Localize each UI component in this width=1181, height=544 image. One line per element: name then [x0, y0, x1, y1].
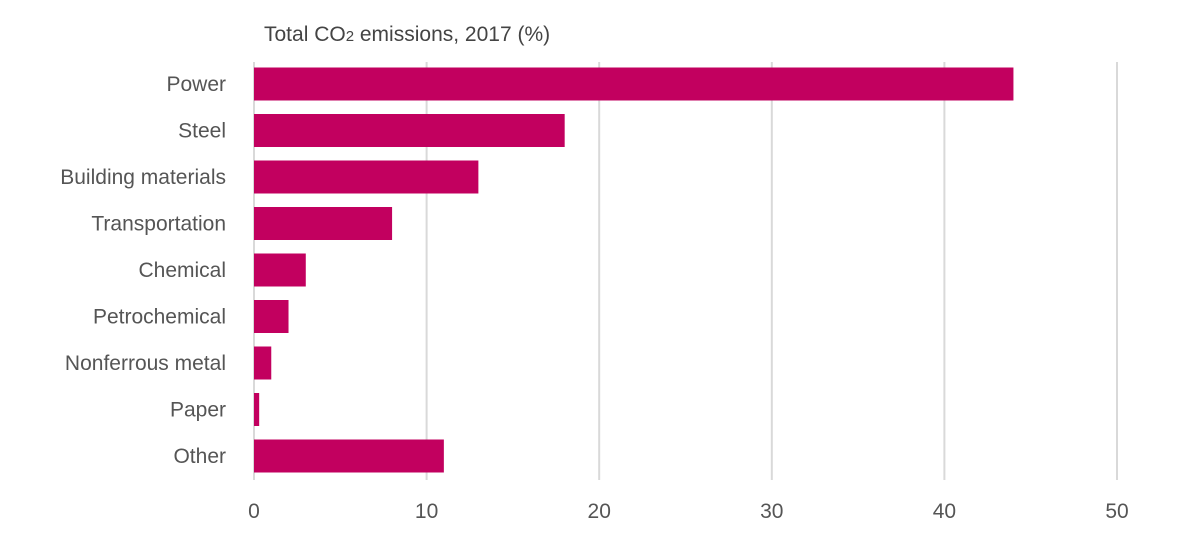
bar: [254, 346, 272, 380]
bar: [254, 160, 479, 194]
chart-title-subscript: 2: [346, 28, 354, 45]
category-label: Petrochemical: [93, 306, 226, 329]
category-label: Other: [173, 445, 226, 468]
category-labels: Power Steel Building materials Transportati…: [60, 73, 226, 468]
x-tick-label: 30: [760, 500, 783, 523]
x-tick-label: 20: [588, 500, 611, 523]
category-label: Power: [166, 73, 226, 96]
x-tick-labels: 0 10 20 30 40 50: [248, 500, 1129, 523]
bar: [254, 114, 565, 147]
bars: [254, 67, 1014, 473]
category-label: Building materials: [60, 166, 226, 189]
category-label: Chemical: [138, 259, 226, 282]
bar: [254, 393, 260, 426]
bar: [254, 207, 393, 240]
chart-title-part: Total CO: [264, 23, 346, 46]
x-tick-label: 40: [933, 500, 956, 523]
x-tick-label: 0: [248, 500, 260, 523]
category-label: Paper: [170, 399, 226, 422]
category-label: Nonferrous metal: [65, 352, 226, 375]
category-label: Steel: [178, 120, 226, 143]
bar: [254, 300, 289, 333]
x-tick-label: 50: [1105, 500, 1128, 523]
bar: [254, 253, 306, 287]
bar: [254, 439, 444, 473]
chart-title-part: emissions, 2017 (%): [354, 23, 550, 46]
x-tick-label: 10: [415, 500, 438, 523]
chart-title: Total CO2 emissions, 2017 (%): [264, 23, 550, 46]
category-label: Transportation: [91, 213, 226, 236]
bar: [254, 67, 1014, 101]
